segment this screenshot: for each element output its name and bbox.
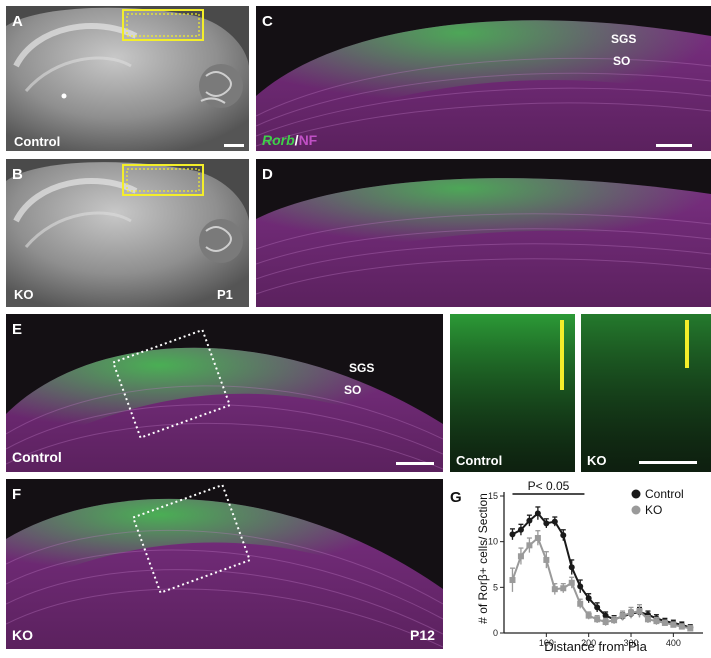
layer-so-label-e: SO (344, 383, 362, 397)
data-point-ko (551, 586, 558, 593)
fluorescence-image-f (6, 483, 443, 649)
data-point-ko (628, 609, 635, 616)
data-point-control (585, 595, 592, 602)
data-point-ko (534, 535, 541, 542)
data-point-ko (526, 542, 533, 549)
data-point-control (568, 564, 575, 571)
data-point-control (594, 604, 601, 611)
significance-annotation: P< 0.05 (528, 479, 570, 493)
panel-g-chart: G 0 5 10 15 100 200 300 400 Distance from Pia # of… (448, 478, 711, 654)
fluorescence-image-d (256, 178, 711, 307)
x-axis-label: Distance from Pia (544, 639, 647, 653)
panel-f-age: P12 (410, 627, 435, 643)
data-point-ko (636, 608, 643, 615)
data-point-ko (687, 625, 694, 632)
data-point-control (526, 517, 533, 524)
data-point-control (560, 532, 567, 539)
x-tick-label: 100 (539, 638, 554, 648)
data-point-control (509, 531, 516, 538)
data-point-ko (611, 617, 618, 624)
panel-b: B KO P1 (6, 159, 249, 307)
data-point-control (577, 583, 584, 590)
data-point-ko (509, 577, 516, 584)
y-axis-label: # of Rorβ+ cells/ Section (476, 493, 490, 624)
stain-legend: Rorb/NF (262, 132, 318, 148)
x-tick-label: 300 (624, 638, 639, 648)
panel-label-d: D (262, 166, 273, 183)
layer-sgs-label-e: SGS (349, 361, 375, 375)
legend-marker-ko (631, 505, 641, 515)
data-point-control (543, 520, 550, 527)
panel-d: D (256, 159, 711, 307)
data-point-ko (670, 621, 677, 628)
x-tick-label: 200 (581, 638, 596, 648)
stain-separator: / (294, 132, 299, 148)
panel-f-caption: KO (12, 627, 33, 643)
data-point-ko (678, 623, 685, 630)
data-point-ko (619, 612, 626, 619)
stain-magenta-label: NF (298, 132, 318, 148)
inset-caption-ko: KO (587, 453, 607, 468)
scale-bar-inset (639, 461, 697, 464)
data-point-ko (560, 585, 567, 592)
inset-scale-bar-ko (685, 320, 689, 368)
data-point-control (534, 510, 541, 517)
y-tick-label: 0 (493, 628, 498, 638)
scale-bar-a (224, 144, 244, 147)
data-point-control (517, 526, 524, 533)
x-tick-label: 400 (666, 638, 681, 648)
inset-image-control (450, 314, 575, 472)
panel-a-caption: Control (14, 134, 61, 149)
panel-e-inset-ko: KO (581, 314, 711, 472)
data-point-ko (517, 553, 524, 560)
data-point-ko (585, 612, 592, 619)
panel-c: C SGS SO Rorb/NF (256, 6, 711, 151)
series-line-control (511, 511, 691, 629)
scale-bar-e (396, 462, 434, 465)
fluorescence-image-c (256, 20, 711, 151)
brain-sagittal-image-b (6, 162, 249, 307)
panel-b-age: P1 (217, 287, 233, 302)
panel-label-f: F (12, 486, 22, 503)
panel-label-a: A (12, 13, 23, 30)
panel-b-caption: KO (14, 287, 34, 302)
inset-image-ko (581, 314, 711, 472)
data-point-ko (543, 556, 550, 563)
legend-label-ko: KO (645, 503, 662, 517)
series-line-ko (511, 536, 691, 630)
layer-sgs-label-c: SGS (611, 32, 637, 46)
panel-label-c: C (262, 13, 273, 30)
rorb-count-chart: G 0 5 10 15 100 200 300 400 Distance from Pia # of… (450, 479, 703, 654)
data-point-ko (568, 579, 575, 586)
panel-label-e: E (12, 321, 23, 338)
panel-e-inset-control: Control (450, 314, 575, 472)
data-point-ko (653, 618, 660, 625)
legend-label-control: Control (645, 487, 684, 501)
inset-scale-bar-control (560, 320, 564, 390)
stain-green-label: Rorb (262, 132, 295, 148)
legend-marker-control (631, 489, 641, 499)
y-tick-label: 15 (488, 491, 498, 501)
data-point-ko (577, 600, 584, 607)
y-tick-label: 5 (493, 582, 498, 592)
data-point-ko (644, 616, 651, 623)
panel-e-caption: Control (12, 449, 62, 465)
data-point-ko (661, 619, 668, 626)
inset-caption-control: Control (456, 453, 503, 468)
panel-label-g: G (450, 489, 462, 506)
data-point-control (551, 518, 558, 525)
data-point-control (602, 612, 609, 619)
data-point-ko (594, 616, 601, 623)
fluorescence-image-e (6, 328, 443, 472)
scale-bar-c (656, 144, 692, 147)
data-point-ko (602, 619, 609, 626)
layer-so-label-c: SO (613, 54, 631, 68)
brain-sagittal-image-a (6, 7, 249, 151)
panel-a: A Control (6, 6, 249, 151)
panel-label-b: B (12, 166, 23, 183)
panel-e: E SGS SO Control (6, 314, 443, 472)
y-tick-label: 10 (488, 537, 498, 547)
panel-f: F KO P12 (6, 479, 443, 649)
